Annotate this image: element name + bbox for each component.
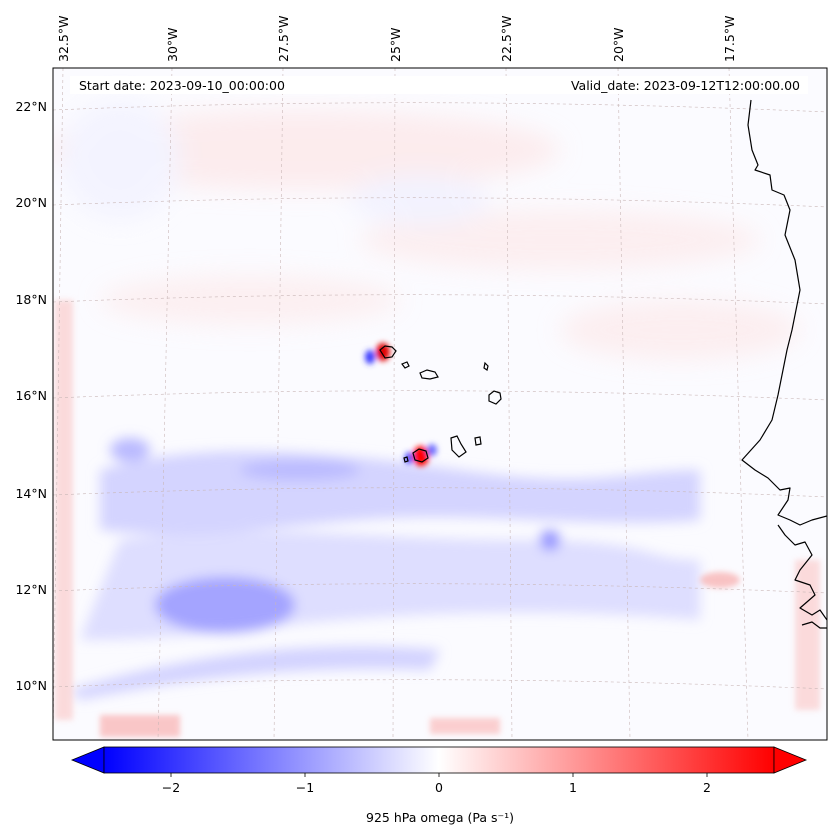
colorbar-tick-label: 0 bbox=[435, 780, 443, 795]
valid-date-text: Valid_date: 2023-09-12T12:00:00.00 bbox=[571, 78, 800, 93]
colorbar-body bbox=[103, 746, 775, 774]
colorbar-label: 925 hPa omega (Pa s⁻¹) bbox=[366, 810, 514, 825]
lon-label: 25°W bbox=[388, 27, 403, 62]
coastlines bbox=[379, 99, 827, 629]
lat-label: 14°N bbox=[15, 486, 47, 501]
colorbar-ticks bbox=[170, 773, 708, 777]
lon-label: 17.5°W bbox=[722, 16, 737, 62]
start-date-text: Start date: 2023-09-10_00:00:00 bbox=[79, 78, 285, 93]
latitude-labels: 22°N 20°N 18°N 16°N 14°N 12°N 10°N bbox=[15, 99, 47, 693]
lon-label: 22.5°W bbox=[499, 16, 514, 62]
lat-label: 20°N bbox=[15, 195, 47, 210]
lat-label: 22°N bbox=[15, 99, 47, 114]
colorbar-tick-label: 1 bbox=[569, 780, 577, 795]
colorbar-extend-min bbox=[70, 746, 105, 774]
lat-label: 18°N bbox=[15, 292, 47, 307]
lat-label: 16°N bbox=[15, 388, 47, 403]
lon-label: 30°W bbox=[165, 27, 180, 62]
lon-label: 20°W bbox=[611, 27, 626, 62]
gridlines bbox=[53, 68, 827, 740]
info-box bbox=[70, 76, 808, 94]
lon-label: 27.5°W bbox=[276, 16, 291, 62]
colorbar: −2 −1 0 1 2 925 hPa omega (Pa s⁻¹) bbox=[70, 746, 808, 825]
colorbar-tick-label: 2 bbox=[703, 780, 711, 795]
colorbar-tick-label: −2 bbox=[162, 780, 180, 795]
lat-label: 12°N bbox=[15, 582, 47, 597]
omega-field bbox=[53, 68, 827, 740]
map-frame bbox=[52, 67, 828, 741]
colorbar-extend-max bbox=[773, 746, 808, 774]
lon-label: 32.5°W bbox=[56, 16, 71, 62]
lat-label: 10°N bbox=[15, 678, 47, 693]
colorbar-tick-label: −1 bbox=[296, 780, 314, 795]
longitude-labels: 32.5°W 30°W 27.5°W 25°W 22.5°W 20°W 17.5… bbox=[56, 16, 737, 62]
